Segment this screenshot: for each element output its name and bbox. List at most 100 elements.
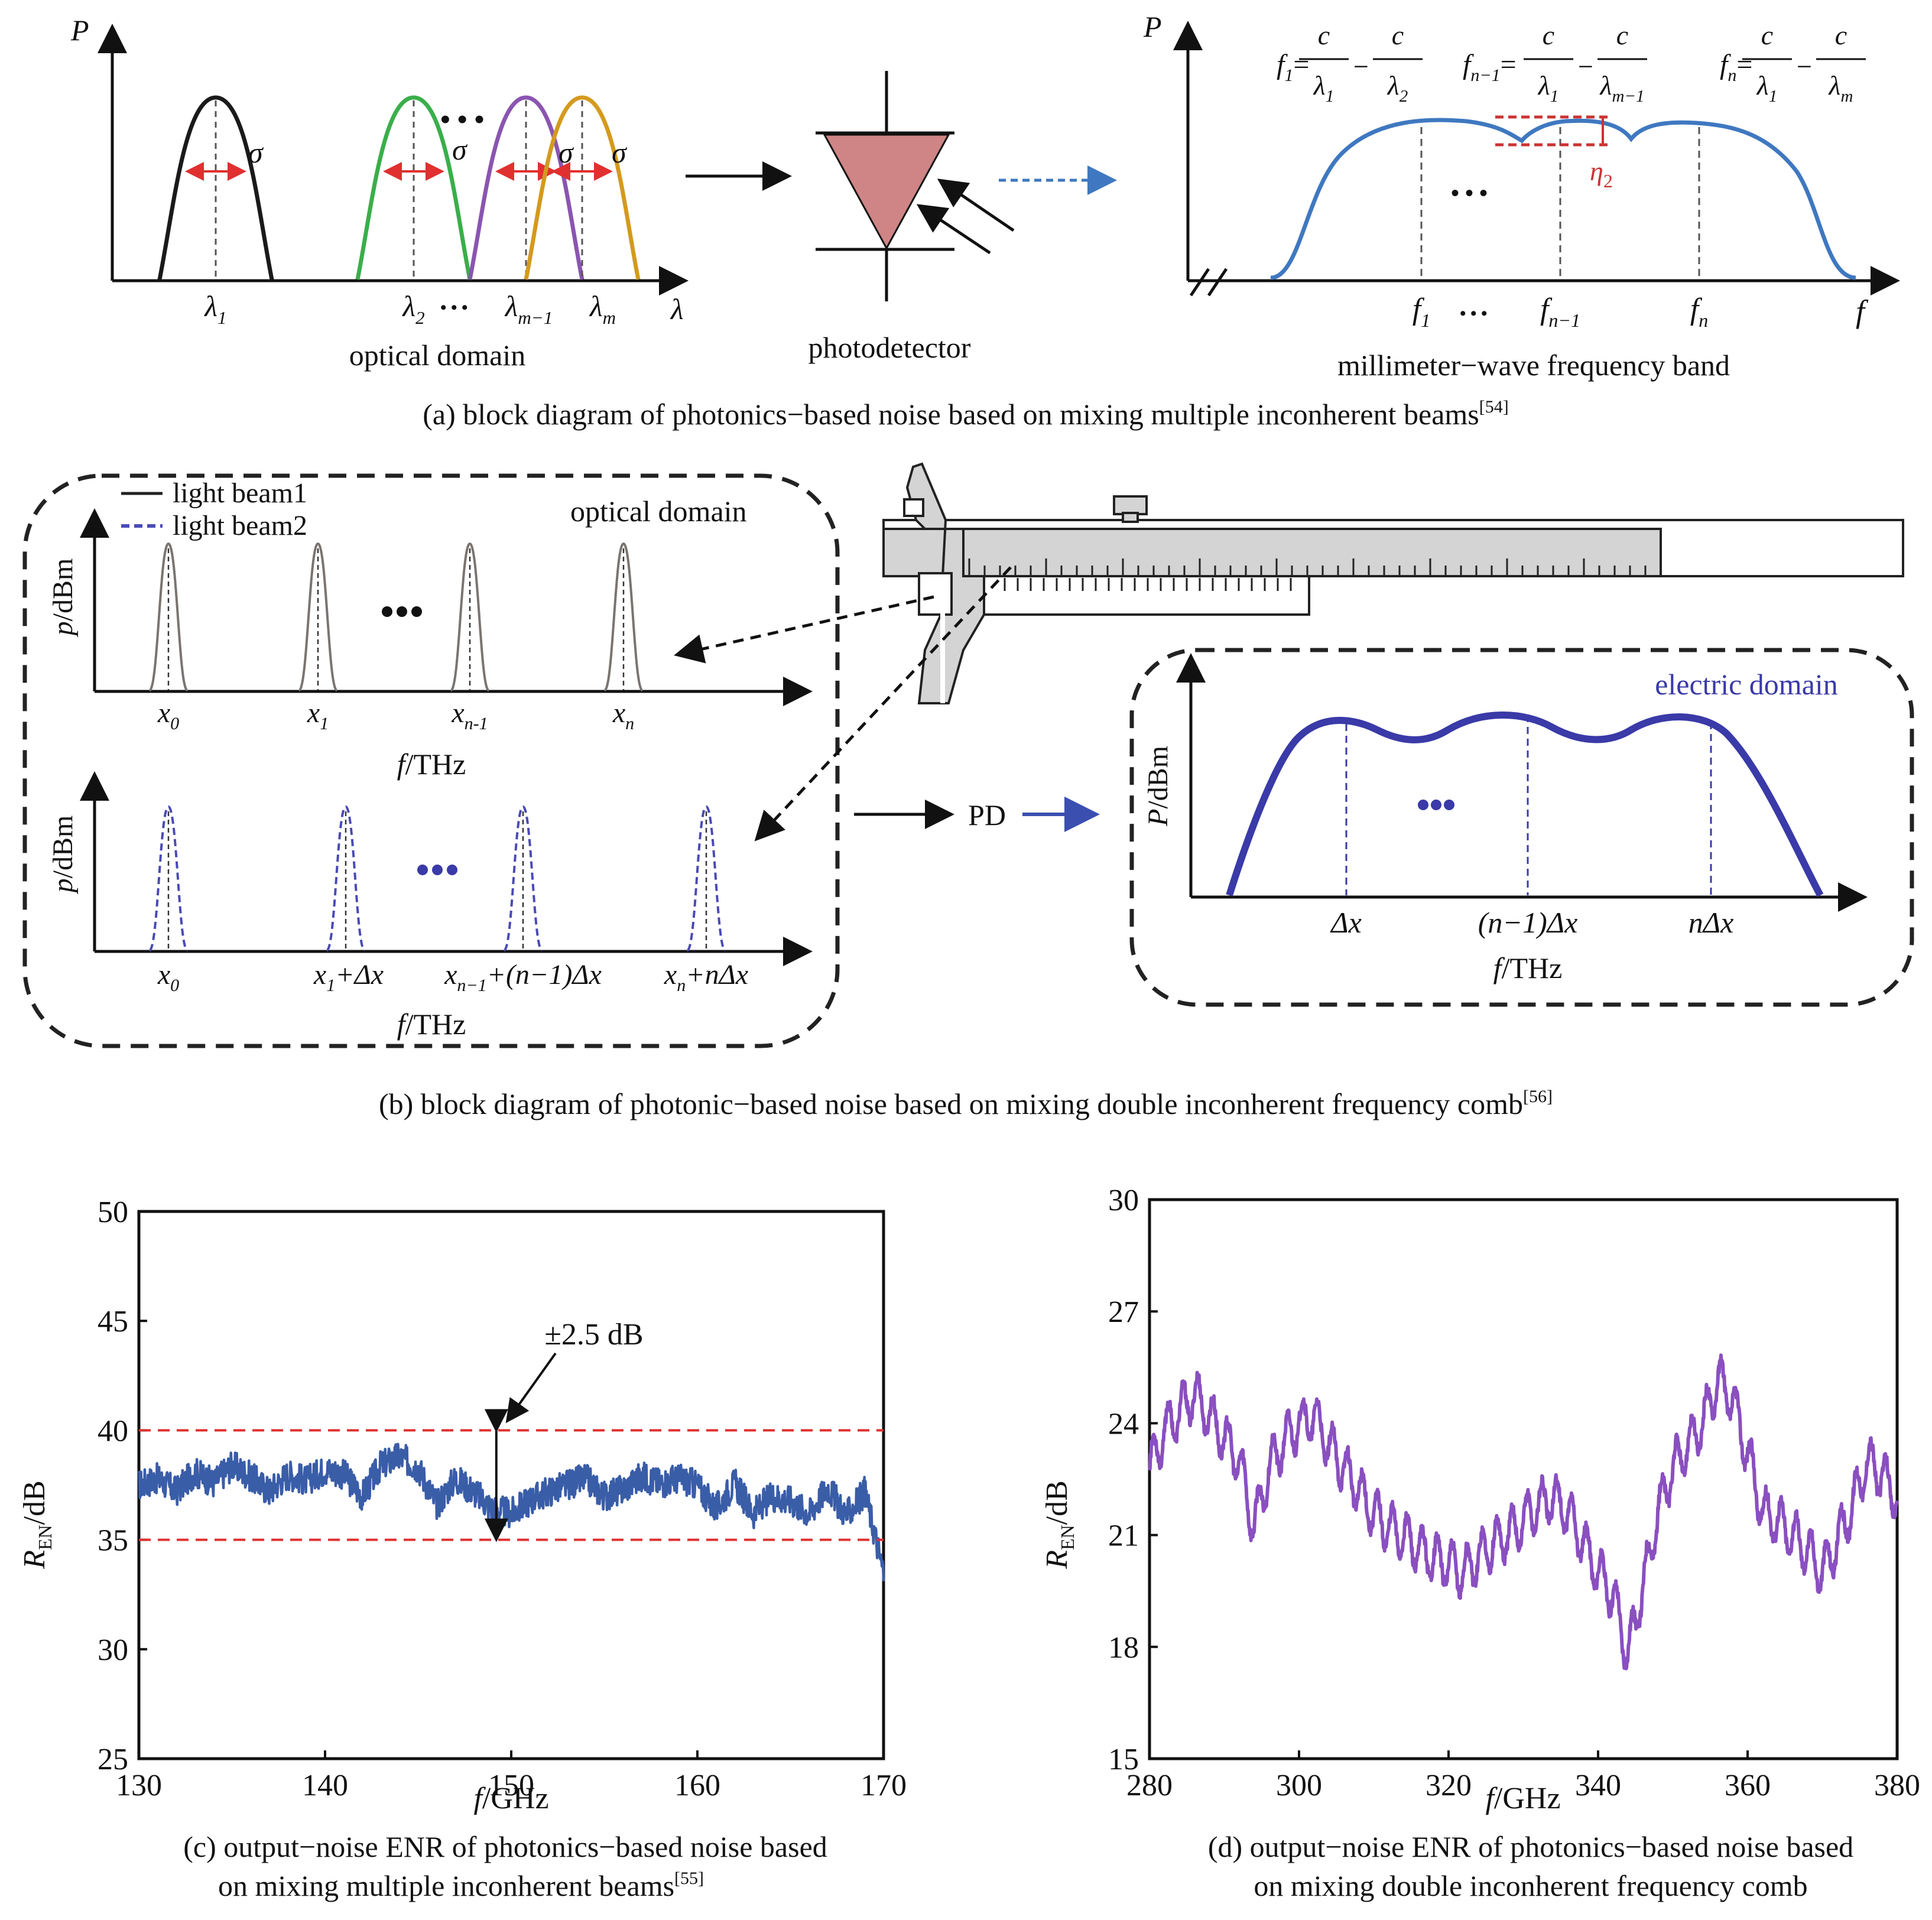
a-formula-num-2: c bbox=[1392, 20, 1404, 50]
b-bottom-peak-2 bbox=[326, 805, 366, 951]
a-formula-den-2-sub: m−1 bbox=[1612, 87, 1644, 106]
a-formula-minus: − bbox=[1797, 51, 1812, 82]
a-formula-den-1-sub: 1 bbox=[1769, 87, 1778, 106]
b-bottom-xlabel: f/THz bbox=[397, 1008, 466, 1041]
a-formula-den-2-base: λ bbox=[1828, 70, 1841, 100]
b-bottom-ticks: x0 x1+Δx xn−1+(n−1)Δx xn+nΔx bbox=[157, 959, 748, 995]
a-f-tick-3-sub: n bbox=[1699, 310, 1708, 331]
b-electric-domain-label: electric domain bbox=[1655, 668, 1838, 701]
b-pd-label: PD bbox=[968, 798, 1006, 831]
a-formula-den-2-sub: m bbox=[1840, 87, 1853, 106]
a-eta-ripple-marker bbox=[1495, 115, 1610, 147]
c-caption-line1: (c) output−noise ENR of photonics−based … bbox=[183, 1830, 827, 1863]
a-lambda-tick-4: λm bbox=[589, 290, 616, 328]
b-top-tick-4: xn bbox=[612, 697, 634, 733]
b-top-peak-1 bbox=[148, 542, 189, 691]
b-electric-spectrum bbox=[1226, 712, 1824, 897]
b-bottom-tick-2-rest: +Δx bbox=[335, 959, 384, 990]
a-formula-eq: = bbox=[1293, 49, 1309, 80]
a-formula-den-1-base: λ bbox=[1537, 70, 1550, 100]
c-enr-chart: 130 140 150 160 170 25 30 35 40 45 50 bbox=[98, 1195, 907, 1802]
a-dots-top: • • • bbox=[440, 104, 484, 135]
a-formula-den-1-base: λ bbox=[1313, 70, 1326, 100]
b-bottom-ylabel: p/dBm bbox=[47, 816, 79, 895]
b-electric-tick-3: nΔx bbox=[1689, 906, 1734, 939]
c-xlabel: f/GHz bbox=[473, 1782, 548, 1815]
a-lambda-tick-1-sub: 1 bbox=[217, 307, 227, 328]
a-formula-den-1-sub: 1 bbox=[1550, 87, 1559, 106]
b-top-tick-4-base: x bbox=[612, 697, 625, 729]
a-formula-lhs: f1= bbox=[1277, 49, 1309, 85]
b-bottom-tick-2: x1+Δx bbox=[313, 959, 384, 995]
c-plot-xtick-label-0: 130 bbox=[116, 1769, 162, 1802]
d-plot-xtick-label-2: 320 bbox=[1426, 1769, 1472, 1802]
a-sigma-1: σ bbox=[248, 136, 264, 169]
b-bottom-peak-1 bbox=[148, 805, 189, 951]
a-spectrum-dots: • • • bbox=[1451, 180, 1488, 206]
a-formula-den-2-base: λ bbox=[1387, 70, 1400, 100]
d-plot-ytick-label-3: 24 bbox=[1108, 1407, 1139, 1441]
a-f-tick-3: fn bbox=[1690, 293, 1708, 331]
a-sigma-4: σ bbox=[612, 136, 628, 169]
a-formula-minus: − bbox=[1578, 51, 1593, 82]
d-plot-xtick-label-0: 280 bbox=[1126, 1769, 1173, 1802]
a-axis-break-1 bbox=[1189, 268, 1210, 297]
a-eta-label: η2 bbox=[1590, 156, 1613, 191]
a-formula-lhs-sub: n bbox=[1728, 66, 1736, 85]
c-plot-ytick-label-2: 35 bbox=[98, 1524, 128, 1558]
b-bottom-comb bbox=[148, 805, 726, 951]
a-lambda-tick-2: λ2 bbox=[401, 290, 424, 328]
b-legend bbox=[121, 492, 163, 528]
c-plot-trace bbox=[137, 1443, 885, 1581]
c-plot-xtick-label-3: 160 bbox=[674, 1769, 720, 1802]
b-bottom-tick-1-sub: 0 bbox=[170, 976, 179, 995]
a-formula-den-1: λ1 bbox=[1313, 70, 1334, 106]
b-legend-beam2: light beam2 bbox=[173, 510, 307, 541]
a-formula-lhs: fn= bbox=[1720, 49, 1752, 85]
a-formula-den-2: λ2 bbox=[1387, 70, 1408, 106]
d-plot-trace bbox=[1148, 1353, 1899, 1671]
b-bottom-tick-3-sub: n−1 bbox=[457, 976, 486, 995]
a-lambda-tick-2-sub: 2 bbox=[415, 307, 425, 328]
a-formula-lhs-sub: n−1 bbox=[1470, 66, 1500, 85]
b-top-xlabel: f/THz bbox=[397, 748, 466, 781]
a-lambda-tick-4-sub: m bbox=[603, 307, 616, 328]
b-top-tick-3-sub: n-1 bbox=[465, 714, 488, 733]
a-photodetector-label: photodetector bbox=[808, 331, 971, 364]
b-bottom-tick-4: xn+nΔx bbox=[664, 959, 748, 995]
d-plot-xtick-label-3: 340 bbox=[1575, 1769, 1621, 1802]
a-beam-1 bbox=[157, 95, 274, 280]
a-lambda-tick-3-sub: m−1 bbox=[518, 307, 553, 328]
b-electric-tick-2: (n−1)Δx bbox=[1478, 906, 1578, 939]
b-bottom-dots bbox=[417, 865, 457, 875]
c-plot-xtick-label-1: 140 bbox=[302, 1769, 348, 1802]
b-top-tick-3: xn-1 bbox=[451, 697, 488, 733]
a-lambda-tick-1-base: λ bbox=[203, 290, 217, 323]
a-frequency-ticks: f1 fn−1 fn bbox=[1413, 293, 1708, 331]
b-bottom-tick-3-base: x bbox=[444, 959, 457, 990]
b-bottom-peak-3 bbox=[503, 805, 543, 951]
b-top-peak-3 bbox=[450, 542, 490, 691]
a-lambda-tick-3-base: λ bbox=[504, 290, 518, 323]
b-top-tick-2: x1 bbox=[307, 697, 329, 733]
a-formula-den-1: λ1 bbox=[1537, 70, 1558, 106]
c-ylabel: REN/dB bbox=[18, 1480, 56, 1570]
a-formula-den-1: λ1 bbox=[1756, 70, 1777, 106]
a-formula-eq: = bbox=[1736, 49, 1752, 80]
b-bottom-tick-4-sub: n bbox=[677, 976, 686, 995]
a-optical-beams bbox=[157, 95, 641, 280]
c-annotation: ±2.5 dB bbox=[544, 1318, 643, 1352]
d-plot-xtick-label-1: 300 bbox=[1276, 1769, 1322, 1802]
a-mmwave-label: millimeter−wave frequency band bbox=[1337, 349, 1730, 382]
b-bottom-peak-4 bbox=[686, 805, 726, 951]
c-plot-xtick-label-2: 150 bbox=[488, 1769, 534, 1802]
panel-d: 280 300 320 340 360 380 15 18 21 24 27 30 REN/dB f/… bbox=[1040, 1184, 1920, 1902]
b-optical-box bbox=[22, 473, 840, 1048]
d-plot-xtick-label-5: 380 bbox=[1874, 1769, 1920, 1802]
b-top-peak-2 bbox=[298, 542, 338, 691]
b-bottom-tick-1: x0 bbox=[157, 959, 179, 995]
b-top-tick-3-base: x bbox=[451, 697, 464, 729]
